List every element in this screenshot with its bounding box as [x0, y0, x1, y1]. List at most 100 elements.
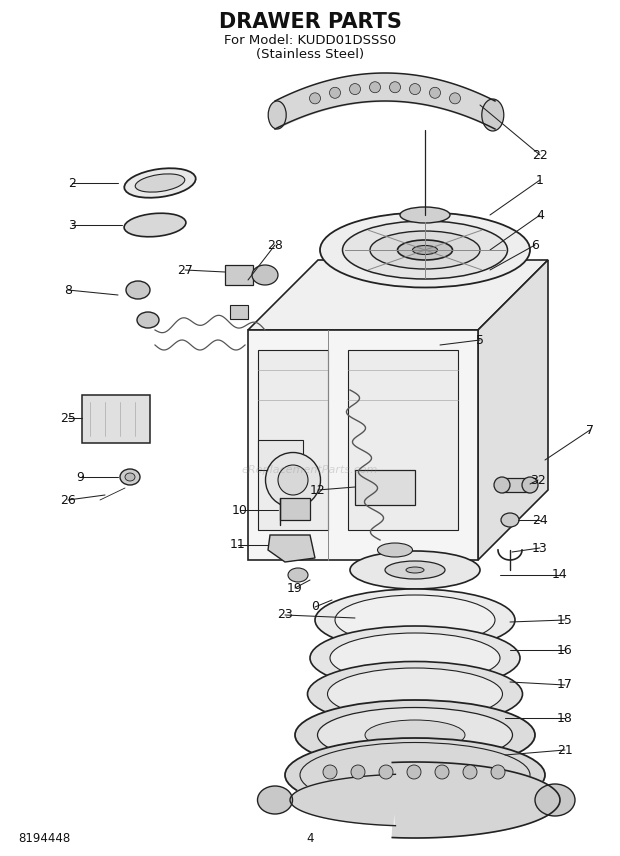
Ellipse shape — [252, 265, 278, 285]
Circle shape — [350, 84, 360, 94]
Text: eReplacementParts.com: eReplacementParts.com — [242, 465, 378, 475]
Ellipse shape — [535, 784, 575, 816]
Ellipse shape — [135, 174, 185, 192]
Bar — [258, 440, 303, 470]
Circle shape — [309, 92, 321, 104]
Circle shape — [463, 765, 477, 779]
Circle shape — [430, 87, 440, 98]
Text: 3: 3 — [68, 218, 76, 231]
Text: 2: 2 — [68, 176, 76, 189]
Ellipse shape — [482, 99, 504, 131]
Text: 16: 16 — [557, 644, 573, 657]
Ellipse shape — [285, 738, 545, 812]
Ellipse shape — [315, 589, 515, 651]
Ellipse shape — [288, 568, 308, 582]
Text: 23: 23 — [277, 609, 293, 621]
Ellipse shape — [320, 212, 530, 288]
Polygon shape — [290, 762, 560, 838]
Ellipse shape — [137, 312, 159, 328]
Text: 4: 4 — [536, 209, 544, 222]
Ellipse shape — [124, 169, 196, 198]
Text: 14: 14 — [552, 568, 568, 581]
Polygon shape — [248, 260, 548, 330]
Ellipse shape — [317, 708, 513, 763]
Ellipse shape — [400, 207, 450, 223]
Circle shape — [389, 81, 401, 92]
Text: 6: 6 — [531, 239, 539, 252]
Circle shape — [409, 84, 420, 94]
Bar — [82, 395, 150, 443]
Bar — [348, 350, 458, 530]
Text: 27: 27 — [177, 264, 193, 276]
Ellipse shape — [308, 662, 523, 727]
Ellipse shape — [278, 465, 308, 495]
Text: 17: 17 — [557, 679, 573, 692]
Text: (Stainless Steel): (Stainless Steel) — [256, 47, 364, 61]
Ellipse shape — [494, 477, 510, 493]
Text: 18: 18 — [557, 711, 573, 724]
Text: 12: 12 — [310, 484, 326, 496]
Polygon shape — [268, 535, 315, 562]
Text: 32: 32 — [530, 473, 546, 486]
Ellipse shape — [125, 473, 135, 481]
Text: 25: 25 — [60, 412, 76, 425]
Circle shape — [407, 765, 421, 779]
Text: 8: 8 — [64, 283, 72, 296]
Ellipse shape — [412, 246, 438, 254]
Ellipse shape — [385, 561, 445, 579]
Ellipse shape — [406, 567, 424, 573]
Ellipse shape — [378, 543, 412, 557]
Text: 24: 24 — [532, 514, 548, 526]
Text: 19: 19 — [287, 581, 303, 595]
Ellipse shape — [295, 700, 535, 770]
Ellipse shape — [350, 551, 480, 589]
Circle shape — [351, 765, 365, 779]
Ellipse shape — [126, 281, 150, 299]
Ellipse shape — [265, 453, 321, 508]
Ellipse shape — [365, 720, 465, 750]
Bar — [355, 470, 415, 505]
Ellipse shape — [124, 213, 186, 237]
Ellipse shape — [327, 668, 502, 720]
Ellipse shape — [522, 477, 538, 493]
Text: 28: 28 — [267, 239, 283, 252]
Text: DRAWER PARTS: DRAWER PARTS — [219, 12, 401, 32]
Text: 13: 13 — [532, 542, 548, 555]
Ellipse shape — [397, 240, 453, 260]
Bar — [502, 478, 530, 492]
Circle shape — [450, 92, 461, 104]
Bar — [258, 350, 328, 530]
Text: 7: 7 — [586, 424, 594, 437]
Text: 10: 10 — [232, 503, 248, 516]
Text: 8194448: 8194448 — [18, 831, 70, 845]
Bar — [225, 265, 253, 285]
Bar — [280, 498, 310, 520]
Ellipse shape — [310, 626, 520, 690]
Text: 4: 4 — [306, 831, 314, 845]
Circle shape — [370, 81, 381, 92]
Text: 1: 1 — [536, 174, 544, 187]
Text: 9: 9 — [76, 471, 84, 484]
Polygon shape — [478, 260, 548, 560]
Ellipse shape — [330, 633, 500, 683]
Ellipse shape — [268, 101, 286, 129]
Ellipse shape — [501, 513, 519, 527]
Circle shape — [491, 765, 505, 779]
Text: 11: 11 — [230, 538, 246, 551]
Ellipse shape — [342, 221, 508, 279]
Circle shape — [435, 765, 449, 779]
Ellipse shape — [335, 595, 495, 645]
Text: For Model: KUDD01DSSS0: For Model: KUDD01DSSS0 — [224, 33, 396, 46]
Bar — [230, 305, 248, 319]
Text: 26: 26 — [60, 494, 76, 507]
Circle shape — [379, 765, 393, 779]
Text: 5: 5 — [476, 334, 484, 347]
Text: 21: 21 — [557, 744, 573, 757]
Circle shape — [323, 765, 337, 779]
Text: 0: 0 — [311, 601, 319, 614]
Ellipse shape — [370, 231, 480, 269]
Ellipse shape — [120, 469, 140, 485]
Text: 15: 15 — [557, 614, 573, 627]
Ellipse shape — [257, 786, 293, 814]
Polygon shape — [248, 330, 478, 560]
